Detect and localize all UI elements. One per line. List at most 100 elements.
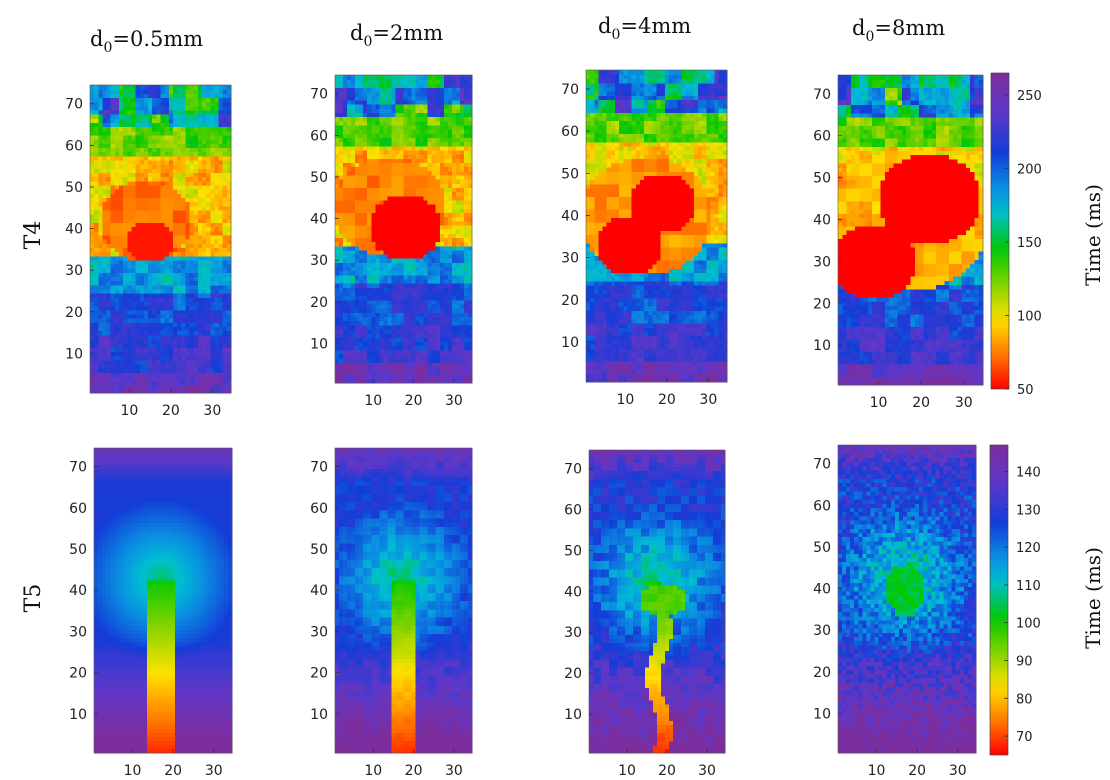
y-tick-label: 40	[564, 584, 582, 600]
y-tick-label: 30	[813, 623, 831, 639]
panel-frame	[837, 74, 984, 386]
y-tick-label: 20	[564, 666, 582, 682]
column-title-2: d0=2mm	[350, 21, 443, 50]
column-title-3: d0=4mm	[598, 14, 691, 43]
y-tick-label: 70	[65, 97, 83, 113]
column-title-base: d	[598, 14, 611, 38]
y-tick-label: 20	[310, 666, 328, 682]
colorbar-tick-label: 150	[1017, 236, 1042, 251]
y-tick-label: 10	[310, 336, 328, 352]
colorbar-tick-label: 200	[1017, 163, 1042, 178]
y-tick-label: 20	[65, 305, 83, 321]
colorbar-label-2: Time (ms)	[1081, 547, 1105, 649]
y-tick-label: 60	[310, 128, 328, 144]
y-tick-label: 30	[65, 263, 83, 279]
column-title-base: d	[90, 27, 103, 51]
y-tick-label: 70	[69, 460, 87, 476]
colorbar-tick-label: 100	[1017, 310, 1042, 325]
x-tick-label: 20	[658, 392, 676, 408]
x-tick-label: 10	[618, 763, 636, 779]
colorbar-tick-label: 90	[1016, 654, 1033, 669]
y-tick-label: 70	[310, 87, 328, 103]
y-tick-label: 50	[813, 540, 831, 556]
panel-frame	[585, 69, 728, 383]
column-title-rest: =8mm	[874, 16, 945, 40]
x-tick-label: 10	[616, 392, 634, 408]
colorbar-label-1: Time (ms)	[1081, 184, 1105, 286]
x-tick-label: 20	[162, 403, 180, 419]
panel-t5-col3: 10 20 30 40 50 60 70 10 20 30	[564, 449, 726, 779]
y-tick-label: 20	[813, 665, 831, 681]
colorbar-tick-label: 50	[1017, 383, 1034, 398]
column-title-subscript: 0	[363, 34, 372, 50]
y-tick-label: 40	[310, 212, 328, 228]
y-tick-label: 50	[564, 543, 582, 559]
y-tick-label: 10	[69, 707, 87, 723]
y-tick-label: 60	[813, 498, 831, 514]
y-tick-label: 50	[310, 170, 328, 186]
column-titles: d0=0.5mm d0=2mm d0=4mm d0=8mm	[90, 14, 945, 56]
column-title-1: d0=0.5mm	[90, 27, 203, 56]
y-tick-label: 20	[310, 295, 328, 311]
colorbar-tick-label: 110	[1016, 579, 1041, 594]
y-tick-label: 20	[69, 666, 87, 682]
y-tick-label: 40	[561, 208, 579, 224]
panel-frame	[89, 84, 232, 394]
y-tick-label: 10	[561, 335, 579, 351]
x-tick-label: 10	[870, 395, 888, 411]
y-tick-label: 50	[813, 171, 831, 187]
colorbar-t4: 50 100 150 200 250	[990, 72, 1042, 398]
heatmap-cells	[589, 450, 726, 754]
y-tick-label: 70	[813, 457, 831, 473]
heatmap-cells	[335, 75, 473, 384]
y-tick-label: 60	[69, 501, 87, 517]
x-tick-label: 30	[699, 392, 717, 408]
y-tick-label: 40	[310, 583, 328, 599]
y-tick-label: 40	[69, 583, 87, 599]
x-tick-label: 30	[205, 763, 223, 779]
x-tick-label: 20	[912, 395, 930, 411]
heatmap-cells	[335, 448, 473, 754]
y-tick-label: 30	[564, 625, 582, 641]
panel-frame	[334, 447, 473, 754]
colorbar-tick-label: 250	[1017, 89, 1042, 104]
y-tick-label: 40	[813, 213, 831, 229]
y-tick-label: 40	[813, 582, 831, 598]
row-label-t5: T5	[21, 584, 46, 613]
y-tick-label: 50	[69, 542, 87, 558]
y-tick-label: 30	[561, 251, 579, 267]
y-tick-label: 50	[65, 180, 83, 196]
colorbar-tick-label: 130	[1016, 503, 1041, 518]
colorbar-t5: 70 80 90 100 110 120 130 140	[989, 444, 1041, 756]
panel-t5-col4: 10 20 30 40 50 60 70 10 20 30	[813, 444, 977, 779]
heatmap-cells	[94, 448, 233, 754]
y-tick-label: 50	[310, 542, 328, 558]
y-tick-label: 30	[69, 624, 87, 640]
heatmap-cells	[838, 445, 977, 754]
x-tick-label: 30	[203, 403, 221, 419]
panel-frame	[93, 447, 233, 754]
x-tick-label: 10	[124, 763, 142, 779]
panel-frame	[837, 444, 977, 754]
y-tick-label: 30	[310, 253, 328, 269]
y-tick-label: 50	[561, 166, 579, 182]
row-label-t4: T4	[21, 221, 46, 250]
y-tick-label: 60	[561, 124, 579, 140]
panel-frame	[588, 449, 726, 754]
y-tick-label: 10	[813, 706, 831, 722]
colorbar-gradient	[989, 444, 1009, 756]
heatmap-cells	[586, 70, 728, 383]
y-tick-label: 20	[813, 296, 831, 312]
row-labels: T4 Time (ms) T5 Time (ms)	[21, 184, 1105, 649]
panel-t5-col2: 10 20 30 40 50 60 70 10 20 30	[310, 447, 473, 779]
column-title-base: d	[350, 21, 363, 45]
panel-t5-col1: 10 20 30 40 50 60 70 10 20 30	[69, 447, 233, 779]
y-tick-label: 60	[813, 129, 831, 145]
heatmap-cells	[838, 75, 984, 386]
colorbar-tick-label: 100	[1016, 617, 1041, 632]
y-tick-label: 40	[65, 222, 83, 238]
colorbar-gradient	[990, 72, 1010, 390]
y-tick-label: 20	[561, 293, 579, 309]
y-tick-label: 30	[813, 254, 831, 270]
